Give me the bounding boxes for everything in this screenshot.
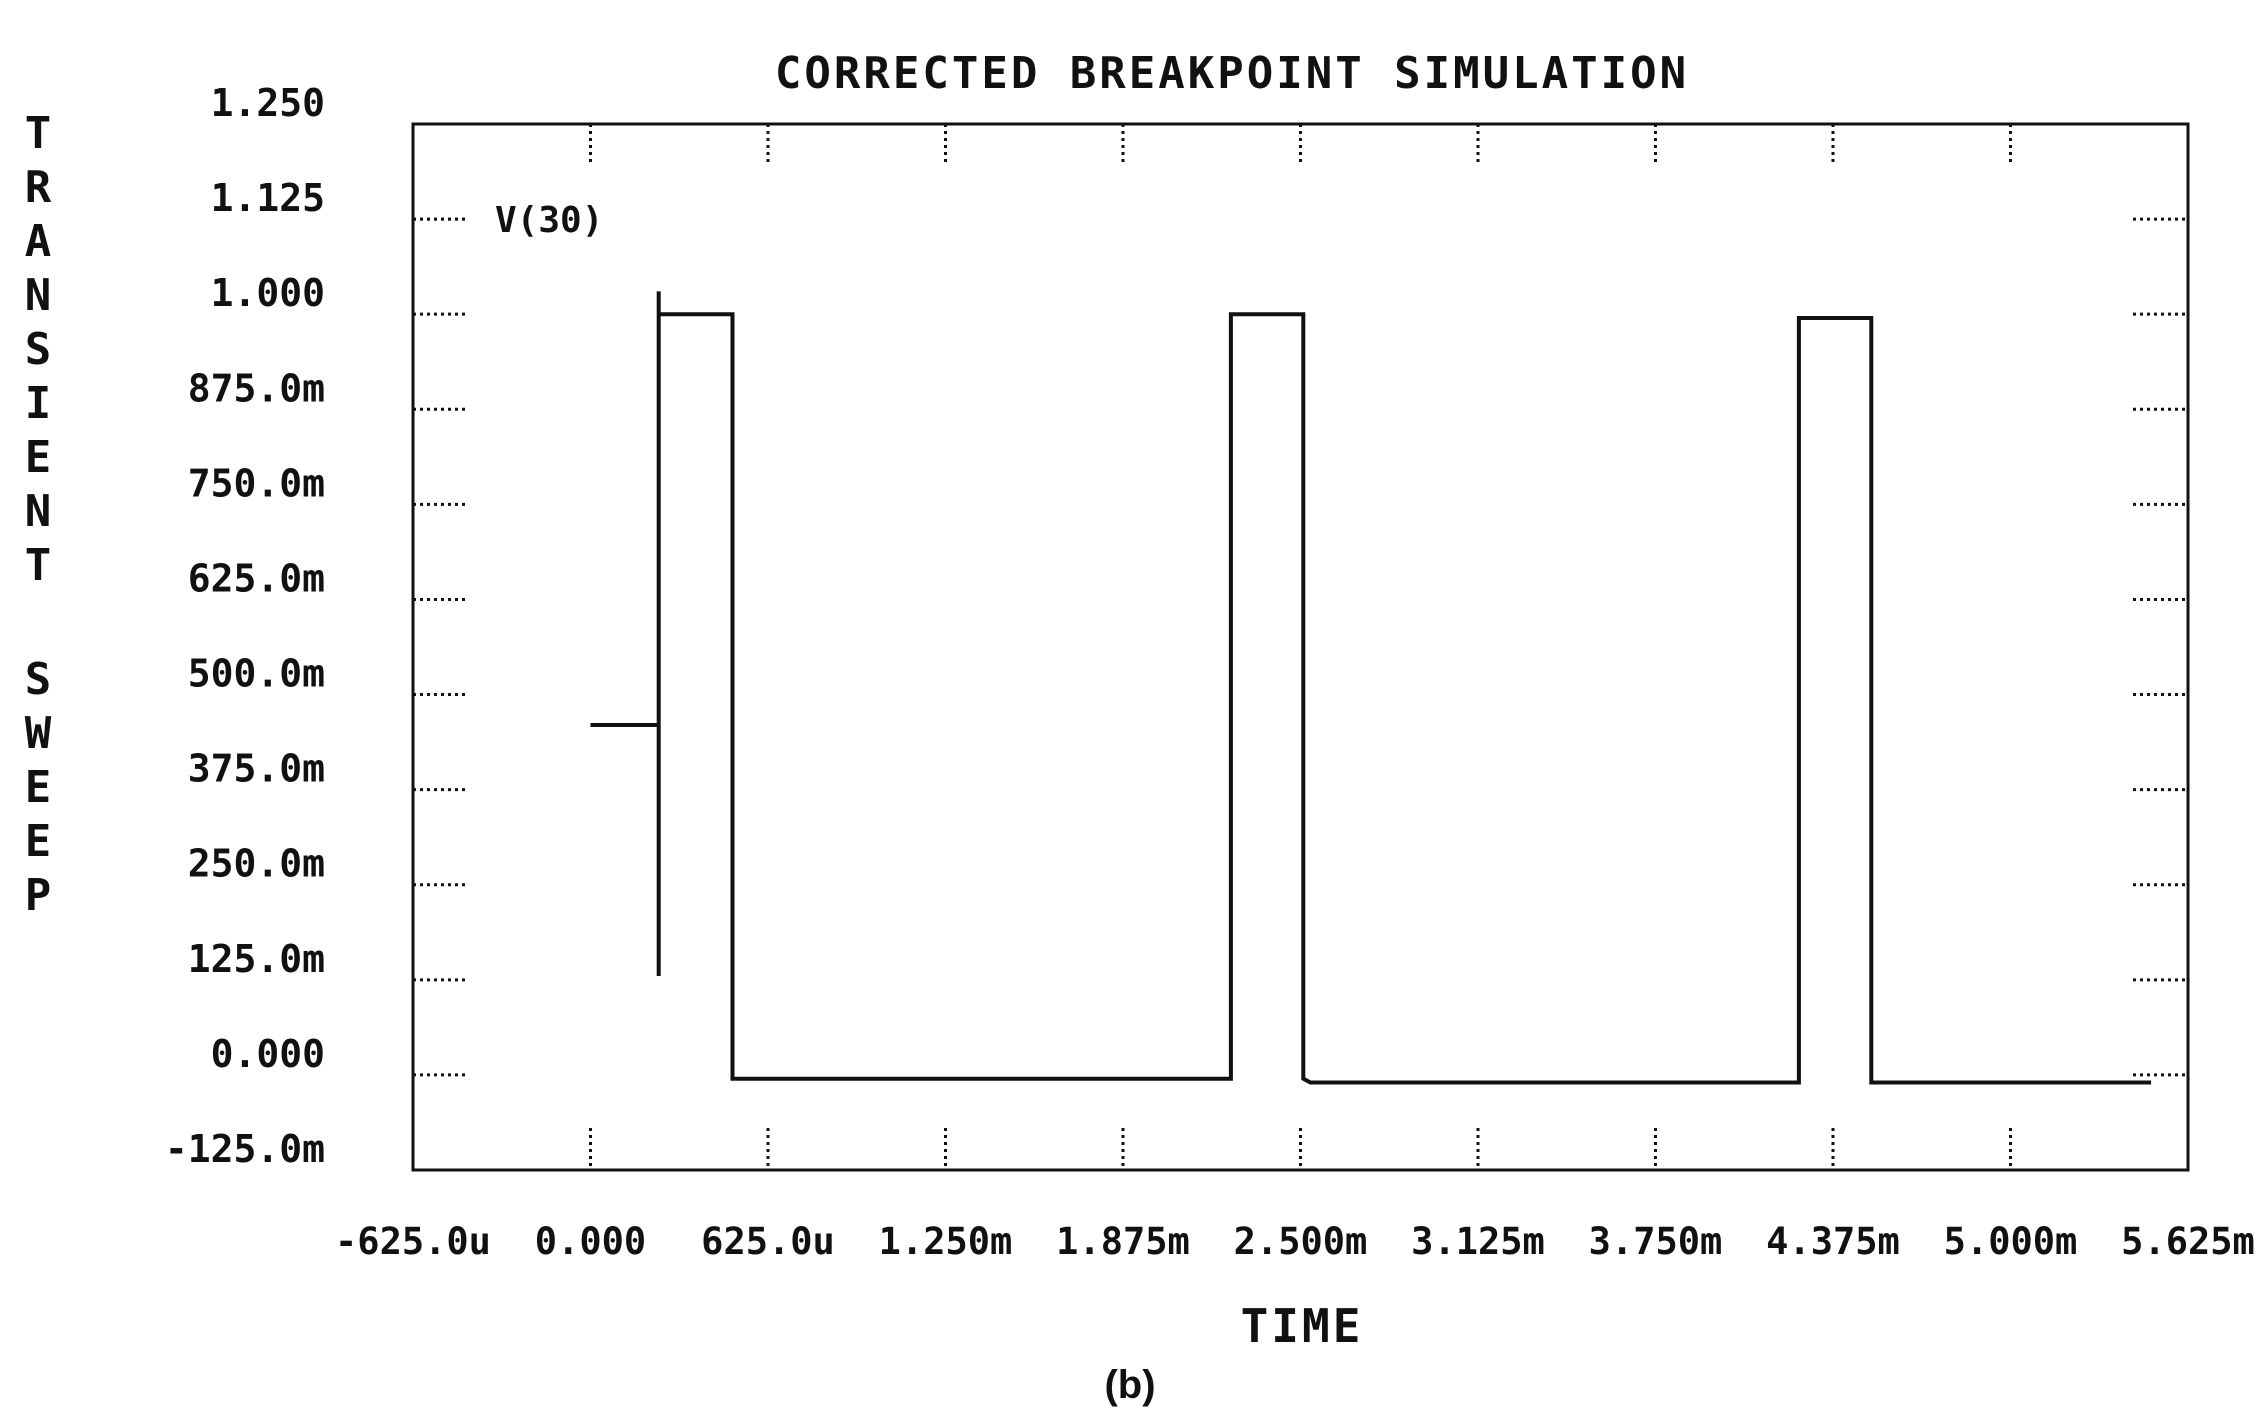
y-axis-label-letter: I — [25, 378, 52, 429]
x-tick-label: -625.0u — [335, 1220, 491, 1263]
y-tick-label: 0.000 — [211, 1032, 325, 1076]
y-tick-label: 125.0m — [188, 937, 325, 981]
y-tick-label: 1.000 — [211, 271, 325, 315]
series-layer — [590, 291, 2152, 1085]
y-tick-label: 875.0m — [188, 366, 325, 410]
x-tick-label: 0.000 — [535, 1220, 646, 1263]
legend: V(30) — [413, 200, 603, 241]
x-tick-label: 3.125m — [1411, 1220, 1545, 1263]
y-axis-label-letter: E — [25, 432, 52, 483]
y-axis-label-letter: P — [25, 870, 52, 921]
y-tick-label: -125.0m — [165, 1127, 325, 1171]
y-axis-label-letter: T — [25, 540, 52, 591]
x-tick-label: 2.500m — [1234, 1220, 1368, 1263]
y-axis-label-letter: E — [25, 816, 52, 867]
x-tick-label: 5.000m — [1944, 1220, 2078, 1263]
y-tick-label: 750.0m — [188, 461, 325, 505]
y-axis-label-letter: R — [25, 162, 52, 213]
y-axis-tick-labels: 1.250 1.125 1.000 875.0m 750.0m 625.0m 500.0m 3… — [165, 81, 325, 1171]
figure-caption: (b) — [1104, 1363, 1155, 1407]
x-tick-label: 1.250m — [879, 1220, 1013, 1263]
y-axis-label-letter: N — [25, 270, 52, 321]
y-tick-label: 250.0m — [188, 842, 325, 886]
x-tick-label: 3.750m — [1589, 1220, 1723, 1263]
plot-frame — [411, 122, 2190, 1172]
y-tick-label: 1.125 — [211, 176, 325, 220]
y-axis-label-letter: A — [25, 216, 52, 267]
chart-title: CORRECTED BREAKPOINT SIMULATION — [775, 48, 1689, 99]
y-axis-label-letter: E — [25, 762, 52, 813]
y-axis-label-letter: T — [25, 108, 52, 159]
x-axis-tick-labels: -625.0u 0.000 625.0u 1.250m 1.875m 2.500m 3.12… — [335, 1220, 2255, 1263]
y-axis-label-letter: N — [25, 486, 52, 537]
x-tick-label: 5.625m — [2121, 1220, 2255, 1263]
y-tick-label: 625.0m — [188, 556, 325, 600]
x-tick-label: 4.375m — [1766, 1220, 1900, 1263]
legend-label: V(30) — [495, 200, 603, 241]
y-axis-label-letter: W — [25, 708, 52, 759]
series-line — [590, 291, 2152, 1085]
grid-tick-marks — [413, 124, 2188, 1170]
y-tick-label: 375.0m — [188, 747, 325, 791]
y-axis-label-letter: S — [25, 654, 52, 705]
x-tick-label: 1.875m — [1056, 1220, 1190, 1263]
x-tick-label: 625.0u — [701, 1220, 835, 1263]
y-tick-label: 1.250 — [211, 81, 325, 125]
x-axis-label: TIME — [1241, 1299, 1364, 1353]
y-axis-label-letter: S — [25, 324, 52, 375]
y-tick-label: 500.0m — [188, 652, 325, 696]
